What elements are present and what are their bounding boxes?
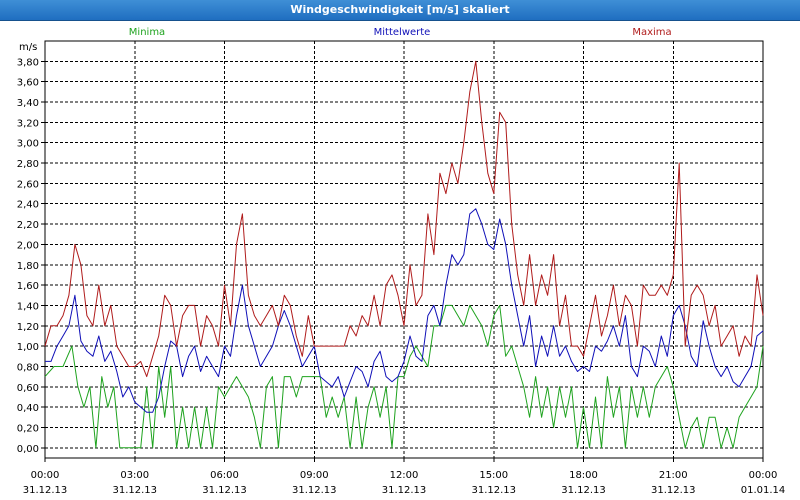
x-tick-time: 12:00 <box>390 470 419 481</box>
x-tick-date: 31.12.13 <box>292 485 337 496</box>
x-tick-date: 31.12.13 <box>23 485 68 496</box>
x-tick-time: 03:00 <box>120 470 149 481</box>
y-tick-label: 1,40 <box>17 301 39 312</box>
y-tick-label: 3,80 <box>17 57 39 68</box>
y-tick-label: 1,80 <box>17 261 39 272</box>
y-tick-label: 2,40 <box>17 200 39 211</box>
y-tick-label: 3,60 <box>17 78 39 89</box>
y-tick-label: 0,00 <box>17 444 39 455</box>
y-tick-label: 3,20 <box>17 118 39 129</box>
y-tick-label: 3,40 <box>17 98 39 109</box>
y-unit-label: m/s <box>19 42 37 53</box>
x-tick-date: 31.12.13 <box>561 485 606 496</box>
wind-speed-chart: 0,00 0,20 0,40 0,60 0,80 1,00 1,20 1,40 1,60 1,80… <box>17 27 786 496</box>
series-line-mittelwerte <box>45 208 764 413</box>
chart-axes: 0,00 0,20 0,40 0,60 0,80 1,00 1,20 1,40 1,60 1,80… <box>17 40 786 496</box>
y-tick-label: 1,60 <box>17 281 39 292</box>
y-tick-label: 0,40 <box>17 403 39 414</box>
x-tick-time: 15:00 <box>479 470 508 481</box>
legend-entry-mittelwerte: Mittelwerte <box>374 27 431 38</box>
x-tick-time: 00:00 <box>31 470 60 481</box>
y-tick-label: 2,80 <box>17 159 39 170</box>
x-tick-time: 18:00 <box>569 470 598 481</box>
y-tick-label: 2,60 <box>17 179 39 190</box>
series-line-maxima <box>44 60 764 378</box>
x-tick-date: 31.12.13 <box>112 485 157 496</box>
legend-entry-minima: Minima <box>129 27 165 38</box>
x-tick-time: 21:00 <box>659 470 688 481</box>
x-tick-time: 06:00 <box>210 470 239 481</box>
y-tick-label: 2,20 <box>17 220 39 231</box>
y-tick-label: 1,20 <box>17 322 39 333</box>
legend-entry-maxima: Maxima <box>632 27 671 38</box>
x-tick-date: 31.12.13 <box>651 485 696 496</box>
x-tick-date: 31.12.13 <box>202 485 247 496</box>
plot-frame <box>44 40 764 459</box>
x-tick-date: 01.01.14 <box>741 485 786 496</box>
x-tick-date: 31.12.13 <box>471 485 516 496</box>
y-tick-label: 1,00 <box>17 342 39 353</box>
y-tick-label: 0,80 <box>17 362 39 373</box>
x-tick-date: 31.12.13 <box>382 485 427 496</box>
chart-grid <box>45 41 763 458</box>
x-tick-time: 09:00 <box>300 470 329 481</box>
x-tick-time: 00:00 <box>749 470 778 481</box>
chart-legend: Minima Mittelwerte Maxima <box>129 27 672 38</box>
y-tick-label: 0,60 <box>17 383 39 394</box>
y-tick-label: 0,20 <box>17 423 39 434</box>
window-title: Windgeschwindigkeit [m/s] skaliert <box>0 0 800 21</box>
chart-series <box>44 60 764 449</box>
y-tick-label: 2,00 <box>17 240 39 251</box>
y-tick-label: 3,00 <box>17 139 39 150</box>
series-line-minima <box>44 304 764 449</box>
